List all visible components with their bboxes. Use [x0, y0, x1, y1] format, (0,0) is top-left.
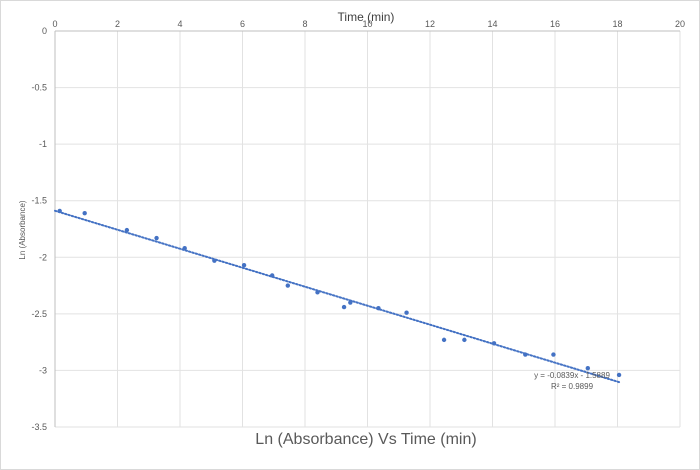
y-axis-title: Ln (Absorbance): [18, 200, 27, 259]
y-tick-label: -1: [39, 139, 47, 149]
data-point: [212, 258, 217, 263]
data-point: [182, 246, 187, 251]
data-point: [241, 263, 247, 268]
data-point: [551, 352, 556, 357]
y-tick-label: -2.5: [31, 309, 47, 319]
chart-title: Ln (Absorbance) Vs Time (min): [255, 431, 476, 448]
x-tick-label: 18: [612, 19, 622, 29]
y-tick-label: -0.5: [31, 83, 47, 93]
trendline-equation: y = -0.0839x - 1.5889: [534, 371, 610, 380]
x-axis-title: Time (min): [338, 10, 395, 24]
x-tick-label: 14: [487, 19, 497, 29]
x-tick-label: 6: [240, 19, 245, 29]
data-point: [523, 352, 528, 357]
axes: [54, 30, 680, 427]
vertical-gridlines: [117, 31, 681, 427]
x-tick-label: 16: [550, 19, 560, 29]
data-point: [82, 210, 87, 216]
data-point: [441, 337, 447, 343]
data-point: [57, 208, 62, 214]
y-tick-labels: 0 -0.5 -1 -1.5 -2 -2.5 -3 -3.5: [31, 26, 47, 432]
data-point: [616, 372, 622, 378]
x-tick-label: 8: [302, 19, 307, 29]
y-tick-label: -3.5: [31, 422, 47, 432]
data-point: [404, 310, 409, 315]
trendline-r2: R² = 0.9899: [551, 382, 594, 391]
data-point: [269, 273, 275, 278]
data-point: [285, 283, 291, 288]
data-point: [462, 337, 467, 343]
data-point: [376, 306, 381, 311]
x-tick-label: 10: [362, 19, 372, 29]
data-point: [315, 290, 320, 295]
x-tick-label: 12: [425, 19, 435, 29]
data-point: [585, 365, 591, 371]
x-tick-label: 4: [177, 19, 182, 29]
data-point: [124, 227, 130, 233]
x-tick-labels: 0 2 4 6 8 10 12 14 16 18 20: [52, 19, 685, 29]
data-point: [154, 235, 159, 241]
y-tick-label: 0: [42, 26, 47, 36]
y-tick-label: -3: [39, 365, 47, 375]
data-point: [491, 341, 497, 346]
y-tick-label: -1.5: [31, 196, 47, 206]
data-point: [341, 304, 347, 310]
x-tick-label: 0: [52, 19, 57, 29]
data-point: [348, 300, 353, 305]
horizontal-gridlines: [55, 87, 680, 428]
data-points: [57, 208, 622, 378]
x-tick-label: 20: [675, 19, 685, 29]
x-tick-label: 2: [115, 19, 120, 29]
y-tick-label: -2: [39, 252, 47, 262]
